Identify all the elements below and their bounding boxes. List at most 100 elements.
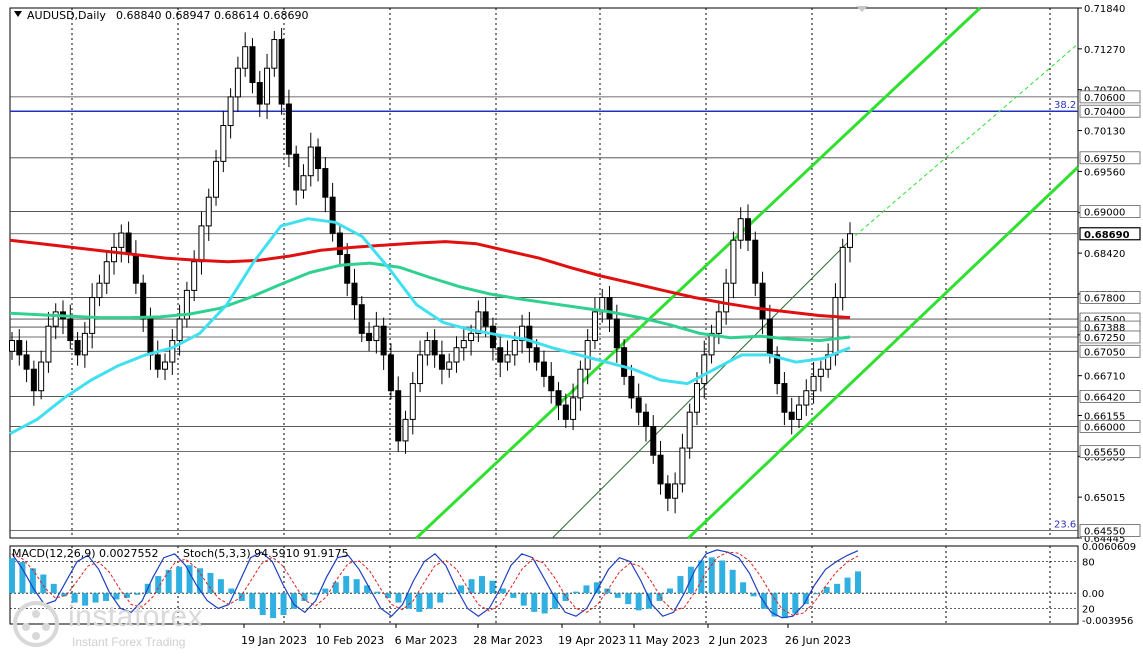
horizontal-levels: 38.2 23.6	[10, 96, 1078, 531]
macd-hist-bar	[834, 583, 841, 594]
candle-body	[446, 361, 453, 370]
macd-hist-bar	[405, 593, 412, 609]
price-tick-label: 0.70130	[1084, 127, 1125, 138]
candle-body	[657, 454, 664, 485]
macd-hist-bar	[228, 588, 235, 594]
candle-body	[708, 332, 715, 356]
macd-label: MACD(12,26,9) 0.0027552	[12, 547, 159, 560]
level-price-box	[1079, 291, 1141, 304]
macd-hist-bar	[50, 583, 57, 594]
macd-hist-bar	[489, 580, 496, 594]
candle-body	[38, 361, 45, 392]
candle-body	[672, 483, 679, 499]
macd-hist-bar	[416, 593, 423, 612]
time-tick-label: 19 Apr 2023	[558, 634, 626, 647]
macd-hist-bar	[708, 557, 715, 594]
candle-body	[584, 340, 591, 370]
candle-body	[533, 347, 540, 363]
channel-lower-line	[686, 166, 1080, 540]
candle-body	[52, 311, 59, 327]
candle-body	[693, 383, 700, 413]
candle-body	[526, 325, 533, 349]
candle-body	[176, 318, 183, 342]
osc-tick-label: 0.0060609	[1082, 542, 1136, 553]
channel-mid-line	[551, 239, 851, 539]
macd-hist-bar	[479, 576, 485, 594]
candle-body	[30, 368, 37, 392]
fib-label: 38.2	[1054, 100, 1076, 111]
candle-body	[497, 347, 504, 363]
price-tick-label: 0.64445	[1084, 534, 1125, 545]
macd-hist-bar	[781, 593, 788, 619]
macd-hist-bar	[646, 593, 653, 609]
candle-body	[315, 146, 322, 170]
macd-hist-bar	[499, 588, 506, 594]
price-channel	[414, 6, 1080, 540]
candle-body	[482, 311, 489, 327]
time-axis: 19 Jan 2023 10 Feb 2023 6 Mar 2023 28 Mar 2…	[241, 624, 851, 647]
candle-body	[642, 411, 649, 428]
candle-body	[752, 239, 759, 284]
macd-hist-bar	[238, 593, 245, 601]
macd-hist-bar	[291, 593, 297, 609]
macd-hist-bar	[113, 593, 120, 600]
candle-body	[344, 254, 351, 284]
price-tick-label: 0.66155	[1084, 411, 1125, 422]
shift-marker-icon[interactable]	[856, 6, 868, 12]
candle-body	[366, 332, 373, 342]
candle-body	[373, 325, 380, 342]
time-tick-label: 6 Mar 2023	[395, 634, 458, 647]
macd-hist-bar	[29, 568, 36, 594]
macd-hist-bar	[322, 588, 329, 594]
macd-hist-bar	[520, 593, 527, 606]
osc-tick-label: 0.00	[1082, 589, 1104, 600]
level-price-box	[1079, 227, 1141, 241]
candle-body	[591, 311, 598, 342]
macd-hist-bar	[593, 582, 600, 594]
macd-hist-bar	[123, 593, 130, 598]
macd-hist-bar	[176, 566, 183, 594]
candle-body	[795, 404, 802, 420]
candle-body	[577, 368, 584, 399]
candle-body	[125, 232, 132, 256]
macd-hist-bar	[583, 585, 590, 594]
level-price-box	[1079, 390, 1141, 403]
candle-body	[847, 233, 853, 248]
level-price-label: 0.69750	[1084, 154, 1125, 165]
time-tick-label: 11 May 2023	[628, 634, 700, 647]
macd-hist-bar	[531, 593, 538, 612]
macd-hist-bar	[541, 593, 548, 614]
brand-name: instaforex	[68, 600, 204, 633]
candle-body	[701, 354, 708, 385]
macd-hist-bar	[750, 593, 757, 597]
candle-body	[220, 125, 227, 162]
candle-body	[358, 304, 365, 334]
level-price-box	[1079, 344, 1141, 358]
candle-body	[169, 340, 176, 363]
macd-hist-bar	[270, 593, 277, 619]
price-tick-label: 0.71840	[1084, 4, 1125, 15]
candle-body	[723, 282, 730, 313]
candle-body	[511, 340, 518, 356]
price-tick-label: 0.65015	[1084, 493, 1125, 504]
candle-body	[16, 340, 23, 356]
stoch-label: Stoch(5,3,3) 94.5910 91.9175	[183, 547, 349, 560]
macd-hist-bar	[802, 593, 809, 605]
macd-hist-bar	[364, 585, 371, 594]
candle-body	[249, 46, 256, 84]
macd-hist-bar	[447, 593, 454, 595]
candle-body	[613, 318, 620, 349]
candle-body	[198, 225, 205, 263]
candle-body	[409, 383, 416, 420]
macd-hist-bar	[625, 593, 632, 605]
menu-triangle-icon[interactable]	[14, 11, 22, 17]
candle-body	[191, 261, 198, 291]
level-price-box	[1079, 420, 1141, 433]
channel-mid-extension	[849, 43, 1079, 241]
macd-hist-bar	[552, 593, 559, 609]
macd-hist-bar	[729, 569, 736, 594]
candle-body	[96, 282, 103, 299]
candle-body	[606, 297, 613, 320]
